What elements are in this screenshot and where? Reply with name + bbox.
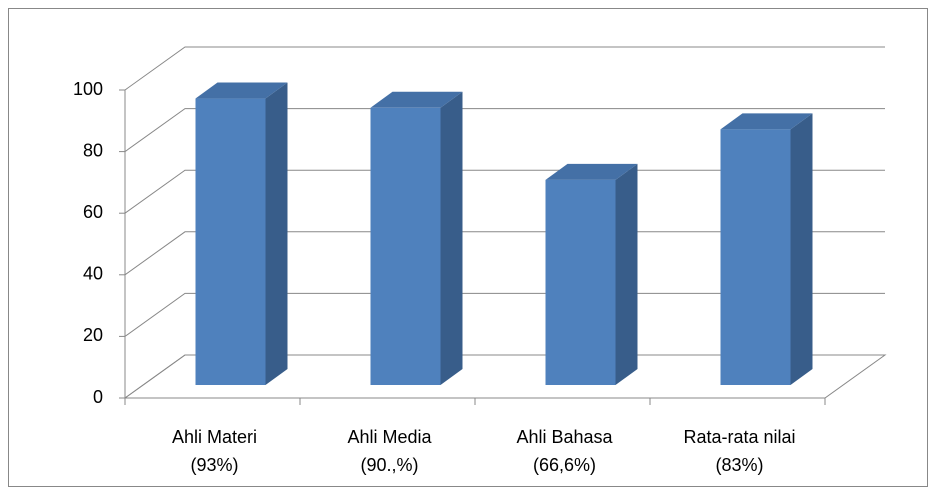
grid-line <box>124 169 885 214</box>
grid-line <box>124 46 885 91</box>
x-tick-label: (66,6%) <box>533 455 596 475</box>
bar-side <box>615 163 638 385</box>
grid-line <box>124 354 885 399</box>
bar-side <box>440 91 463 386</box>
x-tick-label: (90.,%) <box>360 455 418 475</box>
x-tick-label: (93%) <box>190 455 238 475</box>
bar <box>195 98 266 385</box>
y-tick-label: 60 <box>83 202 103 222</box>
x-tick-label: Ahli Media <box>347 427 432 447</box>
grid-line <box>124 231 885 276</box>
x-tick-label: Ahli Bahasa <box>516 427 613 447</box>
y-tick-label: 20 <box>83 325 103 345</box>
grid-line <box>124 292 885 337</box>
y-tick-label: 80 <box>83 140 103 160</box>
bar <box>720 129 791 385</box>
x-tick-label: Ahli Materi <box>172 427 257 447</box>
bar-side <box>265 82 288 385</box>
bar-top <box>195 82 288 99</box>
y-tick-label: 0 <box>93 387 103 407</box>
y-tick-label: 40 <box>83 264 103 284</box>
bar-side <box>790 113 813 386</box>
bar-top <box>720 113 813 130</box>
y-tick-label: 100 <box>73 79 103 99</box>
grid-line <box>124 108 885 153</box>
bar-top <box>545 163 638 180</box>
bar-top <box>370 91 463 108</box>
x-tick-label: Rata-rata nilai <box>683 427 795 447</box>
x-tick-label: (83%) <box>715 455 763 475</box>
bar <box>545 179 616 385</box>
bar <box>370 107 441 386</box>
